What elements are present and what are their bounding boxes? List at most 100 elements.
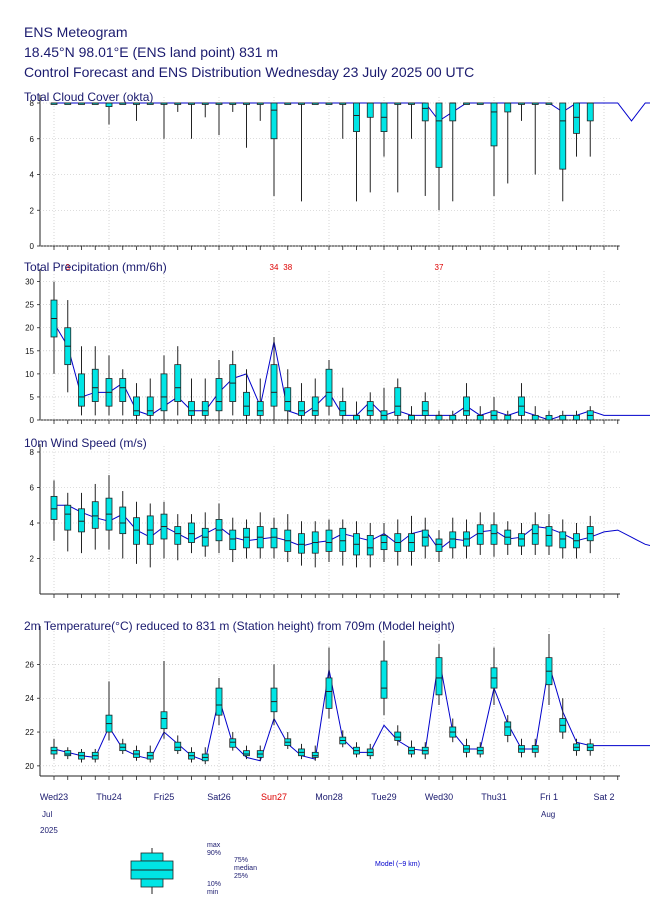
iqr-box <box>490 524 498 545</box>
iqr-box <box>421 529 429 547</box>
wind-panel-title: 10m Wind Speed (m/s) <box>24 436 147 450</box>
box-wind-17 <box>284 514 292 563</box>
box-temp-12 <box>215 677 223 726</box>
box-precip-34 <box>518 383 525 420</box>
iqr-box <box>531 414 539 421</box>
y-tick-label: 2 <box>30 555 35 564</box>
iqr-box <box>50 495 58 520</box>
iqr-box <box>394 731 402 741</box>
box-cloud-32 <box>490 102 498 196</box>
box-temp-6 <box>133 745 140 761</box>
legend-min-label: min <box>207 889 218 896</box>
box-wind-10 <box>188 514 195 554</box>
iqr-box <box>559 414 567 421</box>
box-wind-29 <box>449 517 457 559</box>
iqr-box <box>421 102 429 122</box>
box-cloud-25 <box>394 102 402 193</box>
box-precip-39 <box>586 406 594 421</box>
box-temp-1 <box>64 747 72 760</box>
box-precip-16 <box>270 336 278 420</box>
meteogram-title: ENS Meteogram <box>24 24 128 40</box>
iqr-box <box>559 102 567 170</box>
box-cloud-15 <box>256 102 264 121</box>
outlier-label: 3 <box>66 263 71 272</box>
iqr-box <box>174 364 182 402</box>
iqr-box <box>325 368 333 407</box>
box-temp-37 <box>559 698 567 739</box>
box-precip-4 <box>105 355 113 416</box>
iqr-box <box>476 414 484 421</box>
temp-panel-title: 2m Temperature(°C) reduced to 831 m (Sta… <box>24 619 455 633</box>
iqr-box <box>325 529 333 552</box>
iqr-box <box>215 378 223 412</box>
box-cloud-20 <box>325 102 333 105</box>
box-wind-22 <box>353 521 360 568</box>
box-wind-21 <box>339 519 347 566</box>
y-tick-label: 20 <box>25 324 34 333</box>
box-wind-16 <box>270 517 278 559</box>
legend-p10-box <box>140 878 164 888</box>
y-tick-label: 2 <box>30 206 35 215</box>
box-precip-30 <box>463 383 470 420</box>
box-wind-1 <box>64 492 72 552</box>
box-precip-10 <box>188 378 195 420</box>
box-precip-2 <box>78 346 85 416</box>
iqr-box <box>229 529 237 551</box>
outlier-label: 37 <box>435 263 444 272</box>
control-forecast-line <box>53 322 650 421</box>
iqr-box <box>78 508 85 533</box>
box-cloud-33 <box>504 102 512 184</box>
box-temp-32 <box>490 647 498 705</box>
y-tick-label: 8 <box>30 448 35 457</box>
box-temp-29 <box>449 718 457 743</box>
iqr-box <box>339 401 347 416</box>
box-wind-35 <box>531 512 539 555</box>
box-wind-32 <box>490 512 498 557</box>
box-precip-25 <box>394 378 402 420</box>
iqr-box <box>119 506 127 535</box>
x-day-label: Sat26 <box>207 792 231 802</box>
box-wind-24 <box>380 523 388 563</box>
box-wind-36 <box>545 514 553 555</box>
box-precip-12 <box>215 360 223 420</box>
iqr-box <box>133 396 140 416</box>
iqr-box <box>270 687 278 713</box>
box-temp-8 <box>160 661 168 739</box>
box-cloud-13 <box>229 102 237 112</box>
iqr-box <box>421 401 429 416</box>
box-cloud-5 <box>119 102 127 105</box>
box-cloud-24 <box>380 102 388 157</box>
iqr-box <box>284 387 292 412</box>
box-temp-36 <box>545 634 553 705</box>
box-wind-2 <box>78 492 85 554</box>
box-temp-30 <box>463 738 470 758</box>
box-wind-5 <box>119 491 127 559</box>
iqr-box <box>64 750 72 757</box>
box-wind-20 <box>325 519 333 563</box>
box-precip-29 <box>449 410 457 421</box>
box-temp-35 <box>531 738 539 758</box>
y-tick-label: 8 <box>30 99 35 108</box>
iqr-box <box>188 522 195 543</box>
box-cloud-8 <box>160 102 168 139</box>
legend-p10-label: 10% <box>207 881 221 888</box>
iqr-box <box>559 531 567 549</box>
box-precip-14 <box>243 369 250 420</box>
box-cloud-30 <box>463 102 470 105</box>
iqr-box <box>504 414 512 421</box>
box-cloud-1 <box>64 102 72 105</box>
y-tick-label: 30 <box>25 278 34 287</box>
box-wind-6 <box>133 501 140 564</box>
box-cloud-23 <box>366 102 374 193</box>
legend-p75-label: 75% <box>234 857 248 864</box>
iqr-box <box>311 396 319 416</box>
box-wind-18 <box>298 521 305 566</box>
iqr-box <box>91 501 99 529</box>
y-tick-label: 0 <box>30 416 35 425</box>
box-precip-27 <box>421 392 429 420</box>
box-precip-15 <box>256 378 264 420</box>
iqr-box <box>463 396 470 416</box>
x-day-label: Fri 1 <box>540 792 558 802</box>
iqr-box <box>243 391 250 416</box>
